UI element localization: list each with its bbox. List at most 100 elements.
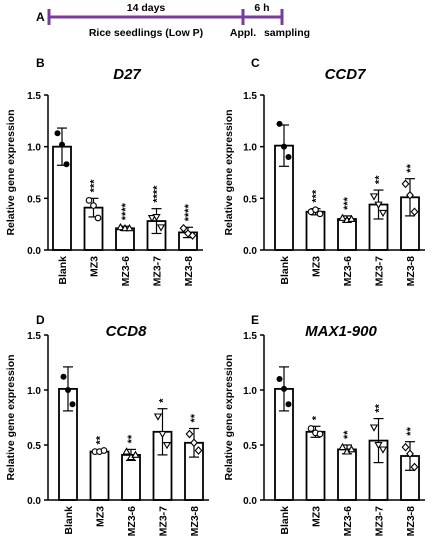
x-tick-label: Blank [63, 506, 75, 535]
x-tick-label: MZ3 [95, 506, 107, 527]
bar-mz3-6 [337, 448, 357, 501]
bar-mz3-6 [121, 453, 141, 501]
bar-mz3 [305, 210, 326, 251]
x-tick-label: MZ3-7 [374, 506, 386, 536]
data-point [276, 120, 283, 127]
x-tick-label: MZ3-6 [342, 506, 354, 536]
y-axis-label: Relative gene expression [5, 109, 17, 235]
data-point [100, 447, 108, 454]
y-tick-label: 0.5 [27, 194, 41, 205]
data-point [347, 445, 356, 453]
x-tick-label: MZ3-6 [120, 256, 132, 286]
data-point [147, 215, 157, 223]
data-point [131, 450, 140, 458]
y-tick-label: 1.5 [243, 331, 257, 342]
data-point [116, 222, 125, 231]
data-point [156, 224, 166, 232]
y-axis-label: Relative gene expression [223, 354, 235, 480]
x-tick-label: MZ3 [311, 256, 323, 277]
x-tick-label: MZ3-7 [374, 256, 386, 286]
bar-mz3 [89, 450, 110, 501]
significance-label: ** [189, 413, 201, 422]
chart-title: CCD7 [325, 66, 366, 83]
data-point [281, 385, 287, 392]
significance-label: *** [342, 196, 354, 210]
y-tick-label: 0.0 [27, 246, 41, 257]
y-tick-label: 0.0 [243, 496, 257, 507]
data-point [406, 190, 414, 200]
application-label: Appl. [230, 27, 256, 39]
y-tick-label: 1.0 [27, 143, 41, 154]
y-tick-label: 0.5 [27, 441, 41, 452]
panel-e-max1-900-chart: E MAX1-900 0.0 0.5 1.0 1.5 Relative gene expre… [223, 313, 425, 536]
data-point [122, 447, 131, 455]
data-point [125, 223, 134, 232]
x-tick-label: MZ3-7 [158, 506, 170, 536]
data-point [338, 213, 347, 221]
x-tick-label: MZ3-7 [152, 256, 164, 286]
y-tick-label: 1.5 [27, 331, 41, 342]
data-point [69, 401, 76, 408]
data-point [285, 401, 292, 408]
data-point [285, 154, 292, 160]
y-tick-label: 1.0 [27, 386, 41, 397]
seedling-label: Rice seedlings (Low P) [89, 27, 203, 39]
data-point [179, 223, 188, 233]
x-tick-label: MZ3-8 [183, 256, 195, 286]
data-point [162, 442, 172, 450]
x-tick-label: MZ3-6 [126, 506, 138, 536]
data-point [59, 141, 65, 148]
data-point [276, 376, 283, 382]
panel-b-d27-chart: B D27 0.0 0.5 1.0 1.5 Relative gene expression… [5, 56, 203, 286]
data-point [401, 179, 410, 189]
significance-label: ** [374, 175, 386, 184]
chart-title: CCD8 [106, 323, 147, 340]
significance-label: **** [183, 203, 195, 221]
application-duration-label: 6 h [254, 2, 269, 14]
data-point [281, 143, 287, 150]
x-tick-label: MZ3-8 [405, 506, 417, 536]
y-axis-label: Relative gene expression [5, 354, 17, 480]
data-point [369, 424, 379, 432]
data-point [312, 206, 319, 214]
y-tick-label: 0.5 [243, 441, 257, 452]
y-tick-label: 0.0 [243, 246, 257, 257]
bar-mz3-6 [337, 218, 357, 251]
panel-letter-e: E [251, 313, 259, 327]
y-tick-label: 0.0 [27, 496, 41, 507]
data-point [90, 202, 97, 209]
x-tick-label: MZ3-8 [189, 506, 201, 536]
significance-label: ** [95, 435, 107, 444]
data-point [369, 193, 379, 201]
significance-label: *** [89, 179, 101, 193]
panel-a-letter: A [36, 10, 45, 24]
data-point [410, 207, 419, 217]
data-point [190, 438, 198, 448]
significance-label: ** [342, 430, 354, 439]
y-tick-label: 1.5 [27, 91, 41, 102]
data-point [338, 442, 347, 451]
y-tick-label: 0.5 [243, 194, 257, 205]
significance-label: ** [126, 434, 138, 443]
data-point [184, 229, 192, 238]
data-point [188, 231, 197, 240]
data-point [401, 442, 410, 452]
x-tick-label: Blank [57, 256, 69, 285]
panel-letter-d: D [36, 313, 45, 327]
panel-a-timeline: A 14 days Rice seedlings (Low P) 6 h App… [36, 2, 310, 39]
data-point [85, 197, 93, 204]
significance-label: **** [152, 185, 164, 203]
data-point [378, 446, 388, 454]
data-point [316, 430, 324, 438]
data-point [406, 449, 414, 459]
significance-label: ** [405, 163, 417, 172]
y-axis-label: Relative gene expression [223, 109, 235, 235]
data-point [374, 201, 383, 209]
data-point [410, 462, 419, 472]
significance-label: *** [311, 189, 323, 203]
x-tick-label: MZ3-6 [342, 256, 354, 286]
data-point [307, 425, 315, 432]
data-point [153, 413, 163, 421]
bar-mz3-6 [115, 227, 135, 251]
